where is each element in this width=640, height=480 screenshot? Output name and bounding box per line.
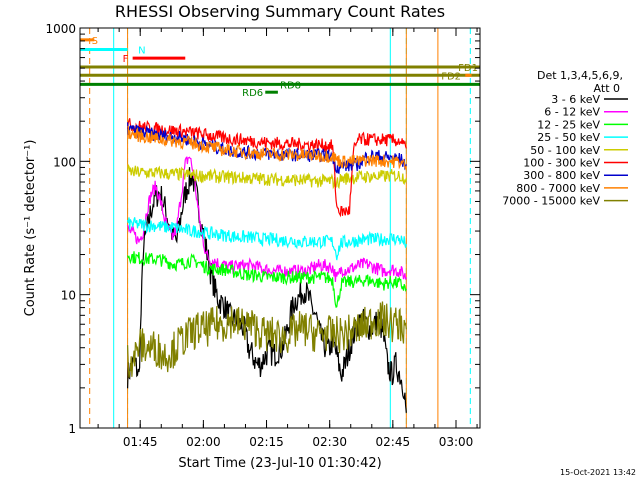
series-line-7: [127, 125, 407, 171]
x-tick-label-5: 03:00: [439, 435, 474, 449]
legend-label-6: 300 - 800 keV: [523, 169, 600, 182]
legend-label-8: 7000 - 15000 keV: [502, 195, 600, 208]
legend-label-3: 25 - 50 keV: [537, 131, 600, 144]
vertical-markers-layer: [89, 28, 471, 428]
y-axis-label: Count Rate (s⁻¹ detector⁻¹): [23, 140, 38, 317]
series-line-4: [127, 163, 407, 190]
legend-subtitle: Att 0: [594, 82, 620, 95]
x-tick-label-2: 02:15: [249, 435, 284, 449]
series-line-2: [127, 251, 407, 309]
footer-timestamp: 15-Oct-2021 13:42: [560, 468, 636, 477]
x-axis: 01:45 02:00 02:15 02:30 02:45 03:00: [97, 28, 478, 449]
series-line-8: [127, 301, 407, 378]
series-layer: [127, 118, 407, 413]
x-tick-label-0: 01:45: [123, 435, 158, 449]
state-bar-label-f: F: [123, 54, 129, 65]
legend-label-7: 800 - 7000 keV: [516, 182, 600, 195]
legend-label-5: 100 - 300 keV: [523, 157, 600, 170]
series-line-3: [127, 217, 407, 261]
state-bar-label-n: N: [138, 45, 145, 56]
plot-frame: [79, 27, 481, 429]
legend-label-0: 3 - 6 keV: [551, 93, 600, 106]
legend-label-1: 6 - 12 keV: [544, 106, 600, 119]
series-line-5: [127, 118, 407, 218]
state-bar-label-rd8: RD8: [280, 80, 301, 91]
state-bar-label-s: S: [92, 36, 98, 47]
y-axis: 1 10 100 1000: [45, 22, 480, 436]
y-tick-label-3: 1000: [45, 22, 76, 36]
state-bar-label-fd1: FD1: [458, 63, 478, 74]
legend-title: Det 1,3,4,5,6,9,: [537, 69, 623, 82]
legend-label-2: 12 - 25 keV: [537, 118, 600, 131]
chart-title: RHESSI Observing Summary Count Rates: [115, 2, 445, 21]
state-bar-label-rd6: RD6: [242, 88, 263, 99]
x-tick-label-4: 02:45: [376, 435, 411, 449]
legend-label-4: 50 - 100 keV: [530, 144, 600, 157]
y-tick-label-1: 10: [61, 289, 76, 303]
series-line-1: [127, 155, 407, 282]
x-tick-label-3: 02:30: [312, 435, 347, 449]
y-tick-label-2: 100: [53, 155, 76, 169]
state-bar-label-fd2: FD2: [441, 71, 461, 82]
x-axis-label: Start Time (23-Jul-10 01:30:42): [178, 456, 381, 471]
y-tick-label-0: 1: [68, 422, 76, 436]
x-tick-label-1: 02:00: [186, 435, 221, 449]
